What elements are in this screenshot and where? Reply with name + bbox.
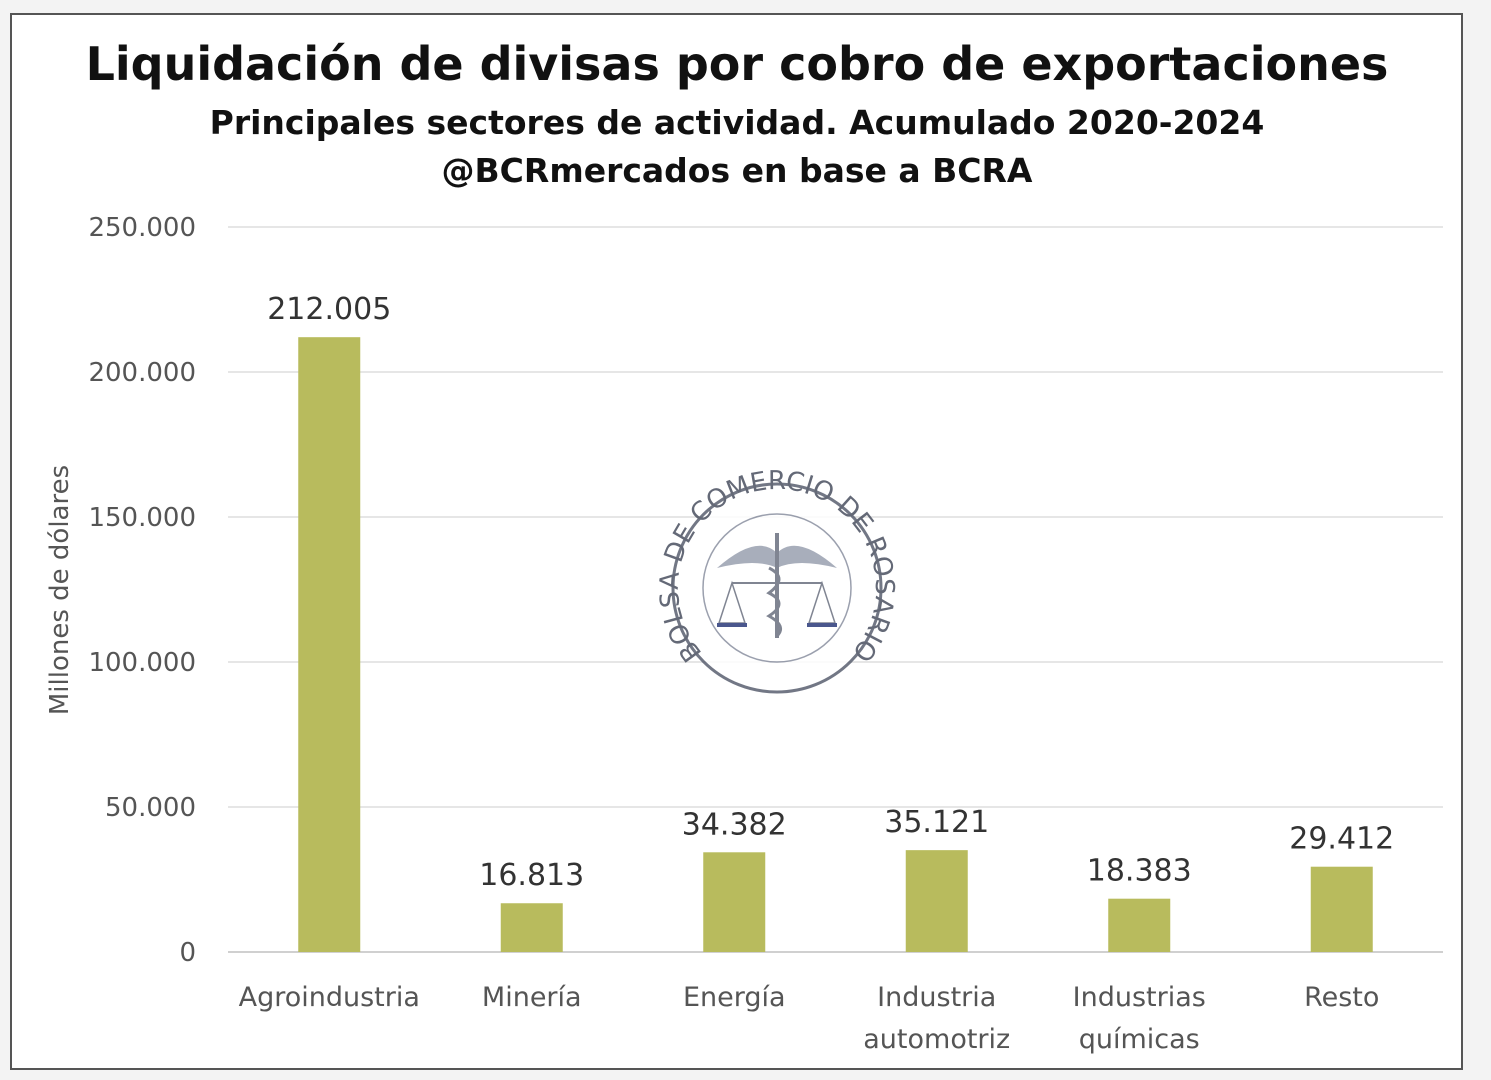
watermark-seal: BOLSA DE COMERCIO DE ROSARIO [655, 466, 899, 694]
x-tick-label: Resto [1304, 982, 1379, 1013]
data-label: 16.813 [479, 858, 584, 893]
y-tick-label: 100.000 [88, 648, 196, 678]
x-tick-label: automotriz [863, 1024, 1010, 1055]
y-tick-label: 0 [179, 938, 196, 968]
chart-source: @BCRmercados en base a BCRA [442, 151, 1033, 190]
y-tick-label: 250.000 [88, 213, 196, 243]
data-label: 29.412 [1289, 822, 1394, 857]
chart-title: Liquidación de divisas por cobro de expo… [86, 37, 1389, 91]
chart-subtitle: Principales sectores de actividad. Acumu… [210, 103, 1265, 142]
x-tick-label: Agroindustria [239, 982, 420, 1013]
x-tick-label: Industria [877, 982, 996, 1013]
data-label: 35.121 [884, 805, 989, 840]
bar [1108, 898, 1171, 952]
x-tick-label: Energía [683, 982, 786, 1013]
y-tick-label: 150.000 [88, 503, 196, 533]
bar [500, 903, 563, 952]
x-tick-label: químicas [1079, 1024, 1200, 1055]
bar [298, 337, 361, 952]
x-tick-label: Industrias [1073, 982, 1206, 1013]
x-tick-label: Minería [482, 982, 582, 1013]
y-axis-label: Millones de dólares [45, 465, 75, 715]
data-label: 212.005 [267, 292, 391, 327]
bar [905, 850, 968, 952]
bar [1310, 866, 1373, 952]
bar [703, 852, 766, 952]
data-label: 34.382 [682, 807, 787, 842]
y-tick-label: 50.000 [105, 793, 196, 823]
y-tick-label: 200.000 [88, 358, 196, 388]
data-label: 18.383 [1087, 854, 1192, 889]
